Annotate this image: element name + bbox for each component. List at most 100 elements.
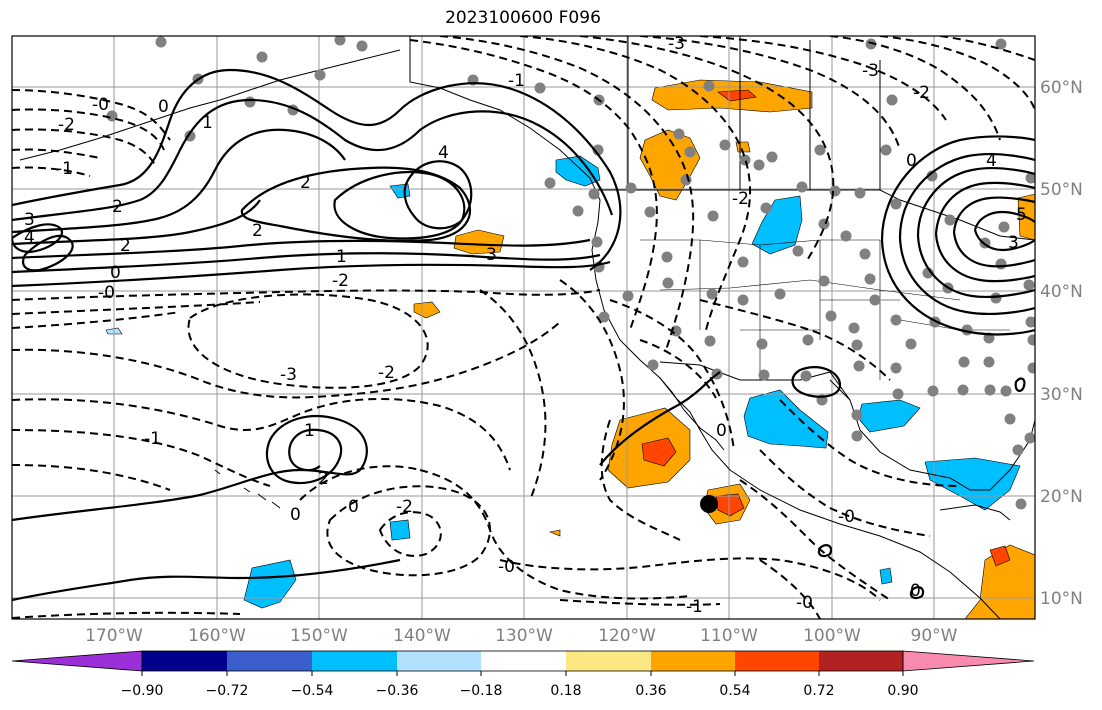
contour-label: 0 xyxy=(158,97,169,117)
contour-label: 4 xyxy=(24,228,35,248)
latitude-label: 20°N xyxy=(1040,487,1083,507)
contour-label: -2 xyxy=(332,271,349,291)
longitude-label: 110°W xyxy=(700,626,758,646)
longitude-label: 100°W xyxy=(803,626,861,646)
contour-label: 2 xyxy=(120,236,131,256)
blue-area-montana xyxy=(751,195,803,255)
colorbar-segment xyxy=(481,651,566,671)
longitude-label: 120°W xyxy=(598,626,656,646)
colorbar-ticks xyxy=(141,671,904,676)
gridlines xyxy=(12,36,1035,619)
contour-label: -0 xyxy=(498,557,515,577)
contour-label: 0 xyxy=(906,151,917,171)
longitude-label: 140°W xyxy=(393,626,451,646)
positive-contours xyxy=(12,68,1035,602)
colorbar-tick-label: −0.90 xyxy=(121,683,164,699)
colorbar-frame xyxy=(141,650,904,672)
colorbar-tick-label: 0.90 xyxy=(887,683,918,699)
contour-label: -3 xyxy=(280,365,297,385)
contour-label: 2 xyxy=(252,221,263,241)
contour-label: 1 xyxy=(304,421,315,441)
blue-area-pacific-southwest xyxy=(243,559,297,609)
colorbar-segment xyxy=(397,651,481,671)
contour-label: 0 xyxy=(348,497,359,517)
blue-area-pacific-south xyxy=(389,519,411,541)
contour-label: 2 xyxy=(318,469,329,489)
contour-label: -3 xyxy=(862,61,879,81)
contour-label: -2 xyxy=(396,497,413,517)
latitude-label: 60°N xyxy=(1040,78,1083,98)
contour-label: -0 xyxy=(92,95,109,115)
contour-label: -0 xyxy=(838,507,855,527)
colorbar-segment xyxy=(566,651,651,671)
contour-label: 4 xyxy=(438,143,449,163)
colorbar-tick-label: −0.36 xyxy=(376,683,419,699)
hawaii-islands xyxy=(214,469,281,509)
contour-label: -3 xyxy=(668,34,685,54)
orange-area-pacific-north xyxy=(453,229,505,255)
red-area-baja-offshore xyxy=(641,437,677,467)
contour-label: 0 xyxy=(290,505,301,525)
longitude-label: 170°W xyxy=(85,626,143,646)
contour-label: 3 xyxy=(24,210,35,230)
latitude-label: 50°N xyxy=(1040,180,1083,200)
baja-california xyxy=(659,377,725,451)
canada-provinces xyxy=(627,36,881,190)
negative-contours xyxy=(12,36,1035,619)
contour-label: 1 xyxy=(202,113,213,133)
colorbar-segment xyxy=(651,651,735,671)
colorbar-tick-label: 0.72 xyxy=(803,683,834,699)
contour-label: 2 xyxy=(112,197,123,217)
colorbar-tick-label: 0.54 xyxy=(719,683,750,699)
orange-area-tiny-south xyxy=(548,529,561,537)
longitude-label: 160°W xyxy=(188,626,246,646)
aleutian-islands xyxy=(19,49,401,161)
colorbar-segment xyxy=(312,651,397,671)
cuba-coast xyxy=(939,504,1011,521)
map-title: 2023100600 F096 xyxy=(445,8,601,28)
longitude-label: 90°W xyxy=(911,626,958,646)
contour-label: 3 xyxy=(1008,233,1019,253)
map-panel: -3 -1 -3 -2 -0 -2 -1 0 1 2 4 2 3 4 2 2 1… xyxy=(11,34,1036,620)
red-area-central-america xyxy=(989,545,1011,567)
latitude-label: 30°N xyxy=(1040,385,1083,405)
contour-label: -2 xyxy=(732,189,749,209)
contour-label: 4 xyxy=(986,151,997,171)
colorbar-tick-label: 0.36 xyxy=(635,683,666,699)
station-dots xyxy=(106,36,1035,510)
contour-label: 0 xyxy=(910,581,921,601)
blue-area-caribbean xyxy=(924,457,1021,511)
contour-label: -2 xyxy=(913,83,930,103)
blue-area-central-america xyxy=(879,567,893,585)
colorbar-segment xyxy=(227,651,312,671)
latitude-label: 40°N xyxy=(1040,282,1083,302)
us-mexico-border xyxy=(659,361,851,401)
colorbar-segment xyxy=(819,651,903,671)
shaded-anomaly-areas xyxy=(105,79,1035,619)
colorbar-segment xyxy=(735,651,819,671)
blue-area-mexico-central xyxy=(743,389,829,449)
longitude-label: 130°W xyxy=(495,626,553,646)
contour-labels: -3 -1 -3 -2 -0 -2 -1 0 1 2 4 2 3 4 2 2 1… xyxy=(24,34,1027,617)
colorbar-tick-label: −0.72 xyxy=(206,683,249,699)
contour-label: 3 xyxy=(486,245,497,265)
contour-label: 5 xyxy=(1016,205,1027,225)
contour-label: 0 xyxy=(716,421,727,441)
contour-label: -0 xyxy=(98,283,115,303)
contour-label: -1 xyxy=(686,597,703,617)
red-area-mexico-west xyxy=(715,493,745,517)
contour-label: -1 xyxy=(56,159,73,179)
contour-label: 1 xyxy=(336,247,347,267)
red-area-canada-north xyxy=(717,89,757,102)
latitude-label: 10°N xyxy=(1040,589,1083,609)
map-frame xyxy=(11,35,1036,620)
colorbar-segment xyxy=(142,651,227,671)
colorbar-tick-label: −0.18 xyxy=(460,683,503,699)
contour-label: 2 xyxy=(300,173,311,193)
contour-label: -1 xyxy=(144,429,161,449)
colorbar-tick-label: −0.54 xyxy=(291,683,334,699)
longitude-labels: 170°W 160°W 150°W 140°W 130°W 120°W 110°… xyxy=(85,626,958,646)
latitude-labels: 60°N 50°N 40°N 30°N 20°N 10°N xyxy=(1040,78,1083,609)
contour-label: -1 xyxy=(508,71,525,91)
